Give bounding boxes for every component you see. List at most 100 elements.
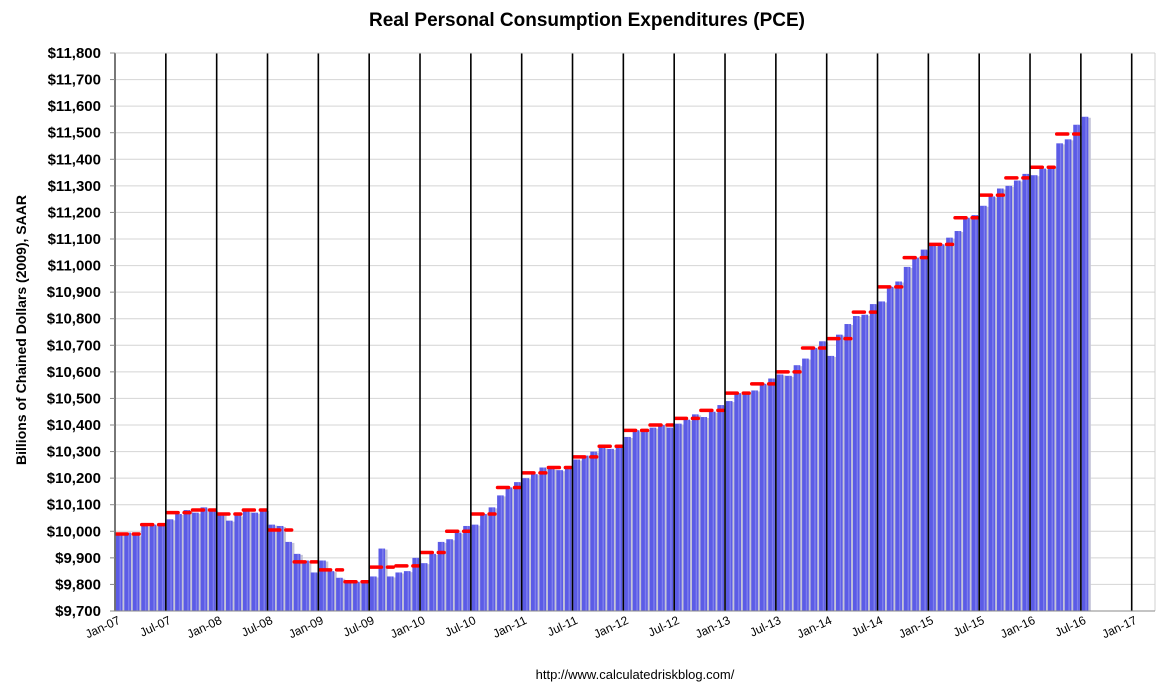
bar-highlight	[170, 519, 172, 611]
bar-highlight	[509, 487, 511, 611]
bar	[293, 553, 301, 611]
bar-highlight	[212, 510, 215, 611]
bar-highlight	[1000, 188, 1003, 611]
bar	[463, 525, 470, 611]
bar	[590, 451, 597, 611]
bar	[497, 495, 504, 611]
bar-highlight	[297, 553, 299, 611]
bar	[598, 447, 606, 611]
bar-highlight	[246, 511, 249, 611]
bar-highlight	[119, 533, 121, 611]
bar-highlight	[873, 304, 875, 611]
bar-highlight	[661, 425, 664, 611]
bar	[903, 266, 911, 611]
bar	[285, 541, 292, 611]
y-tick-label: $10,700	[47, 337, 101, 354]
bar-highlight	[382, 548, 384, 611]
bar	[920, 249, 928, 611]
bar	[929, 245, 936, 611]
bar-highlight	[576, 459, 579, 611]
bar-highlight	[424, 563, 426, 611]
bar	[649, 427, 657, 611]
x-tick-label: Jan-08	[185, 613, 224, 641]
bar-highlight	[255, 512, 257, 611]
y-tick-label: $10,200	[47, 470, 101, 487]
bar	[912, 257, 919, 611]
bar-highlight	[305, 560, 308, 611]
bar	[759, 383, 767, 611]
bar-highlight	[1076, 124, 1079, 611]
bar-highlight	[365, 583, 367, 611]
bar	[141, 525, 148, 611]
bar	[209, 510, 216, 611]
bar	[200, 507, 208, 611]
y-tick-label: $10,300	[47, 444, 101, 461]
bar	[819, 341, 826, 611]
bar-highlight	[915, 257, 918, 611]
x-tick-label: Jan-13	[693, 613, 732, 641]
x-tick-label: Jul-13	[748, 613, 784, 640]
bar	[996, 188, 1004, 611]
bar	[564, 466, 572, 611]
bar	[607, 448, 614, 611]
bar-highlight	[322, 560, 325, 611]
bar-highlight	[221, 512, 223, 611]
bar	[802, 358, 809, 611]
bar-highlight	[610, 448, 613, 611]
bar	[437, 541, 445, 611]
x-tick-label: Jan-11	[491, 613, 530, 641]
bar-highlight	[721, 405, 723, 611]
plot-area	[114, 52, 1156, 612]
bar	[370, 576, 377, 611]
bar	[1039, 168, 1046, 612]
bar	[268, 524, 275, 611]
bar	[946, 237, 953, 611]
bar	[522, 478, 530, 611]
bar-highlight	[475, 524, 477, 611]
bar-highlight	[670, 427, 672, 611]
bar-highlight	[238, 515, 240, 611]
bar-highlight	[763, 383, 765, 611]
bar-highlight	[466, 525, 469, 611]
bar	[1030, 175, 1038, 611]
bar-highlight	[593, 451, 596, 611]
bar-highlight	[1026, 173, 1028, 611]
bar-highlight	[924, 249, 926, 611]
bar	[1056, 143, 1063, 612]
bar-highlight	[416, 557, 418, 611]
bar-highlight	[771, 378, 774, 611]
bar-highlight	[992, 196, 994, 611]
bar	[1081, 116, 1089, 612]
bar-highlight	[746, 391, 748, 611]
bar	[149, 524, 157, 611]
x-tick-label: Jan-10	[388, 613, 427, 641]
bar-highlight	[712, 411, 715, 611]
bar-highlight	[339, 577, 342, 611]
bar	[259, 510, 267, 611]
y-tick-label: $11,100	[48, 231, 101, 248]
bar	[658, 425, 665, 611]
bar-highlight	[127, 532, 130, 611]
y-tick-label: $10,800	[47, 311, 101, 328]
bar	[573, 459, 580, 611]
bar	[666, 427, 674, 611]
bar-highlight	[178, 514, 181, 611]
bar	[556, 470, 564, 611]
bar-highlight	[949, 237, 952, 611]
bar	[615, 446, 623, 611]
bar-highlight	[187, 510, 189, 611]
bar-highlight	[627, 436, 630, 611]
bar	[954, 231, 962, 611]
bar	[395, 572, 403, 611]
bar	[480, 514, 487, 611]
x-tick-label: Jan-14	[795, 613, 834, 641]
bar-highlight	[229, 520, 232, 611]
bar-highlight	[1042, 168, 1045, 612]
bar	[844, 324, 852, 611]
x-axis: Jan-07 Jul-07 Jan-08 Jul-08 Jan-09 Jul-09 Jan-…	[83, 610, 1155, 641]
x-tick-label: Jul-16	[1053, 613, 1089, 640]
bar	[1005, 185, 1013, 611]
bar-highlight	[848, 324, 850, 611]
y-tick-label: $11,200	[48, 204, 101, 221]
y-tick-label: $11,600	[48, 98, 101, 115]
